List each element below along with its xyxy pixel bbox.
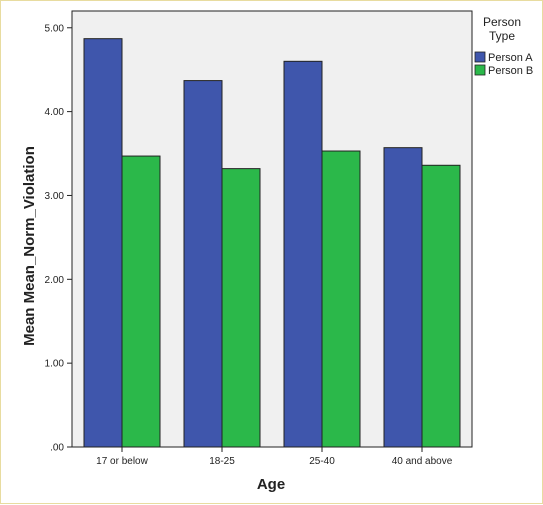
legend-swatch — [474, 64, 486, 76]
bar-person-b — [121, 155, 161, 448]
bar-person-a — [83, 38, 123, 448]
bar-person-b — [321, 150, 361, 448]
y-axis-title: Mean Mean_Norm_Violation — [21, 146, 38, 346]
y-tick-label: 2.00 — [45, 275, 65, 286]
y-tick-label: 5.00 — [45, 23, 65, 34]
y-axis: .00 1.00 2.00 3.00 4.00 5.00 — [45, 23, 72, 454]
legend-title-line-1: Person — [483, 15, 521, 29]
bars — [83, 38, 461, 448]
x-tick-label: 18-25 — [209, 456, 235, 467]
bar-person-b — [421, 164, 461, 448]
bar-person-a — [183, 80, 223, 448]
bar-person-b — [221, 168, 261, 448]
x-axis-title: Age — [257, 476, 285, 493]
y-tick-label: 4.00 — [45, 107, 65, 118]
y-tick-label: 3.00 — [45, 191, 65, 202]
x-axis: 17 or below 18-25 25-40 40 and above — [96, 447, 453, 467]
bar-person-a — [283, 60, 323, 448]
x-tick-label: 25-40 — [309, 456, 335, 467]
x-tick-label: 17 or below — [96, 456, 148, 467]
legend-label: Person B — [488, 65, 533, 77]
legend-label: Person A — [488, 52, 533, 64]
bar-person-a — [383, 147, 423, 448]
legend-swatch — [474, 51, 486, 63]
legend-title-line-2: Type — [489, 29, 515, 43]
y-tick-label: 1.00 — [45, 359, 65, 370]
x-tick-label: 40 and above — [392, 456, 453, 467]
y-tick-label: .00 — [50, 443, 64, 454]
